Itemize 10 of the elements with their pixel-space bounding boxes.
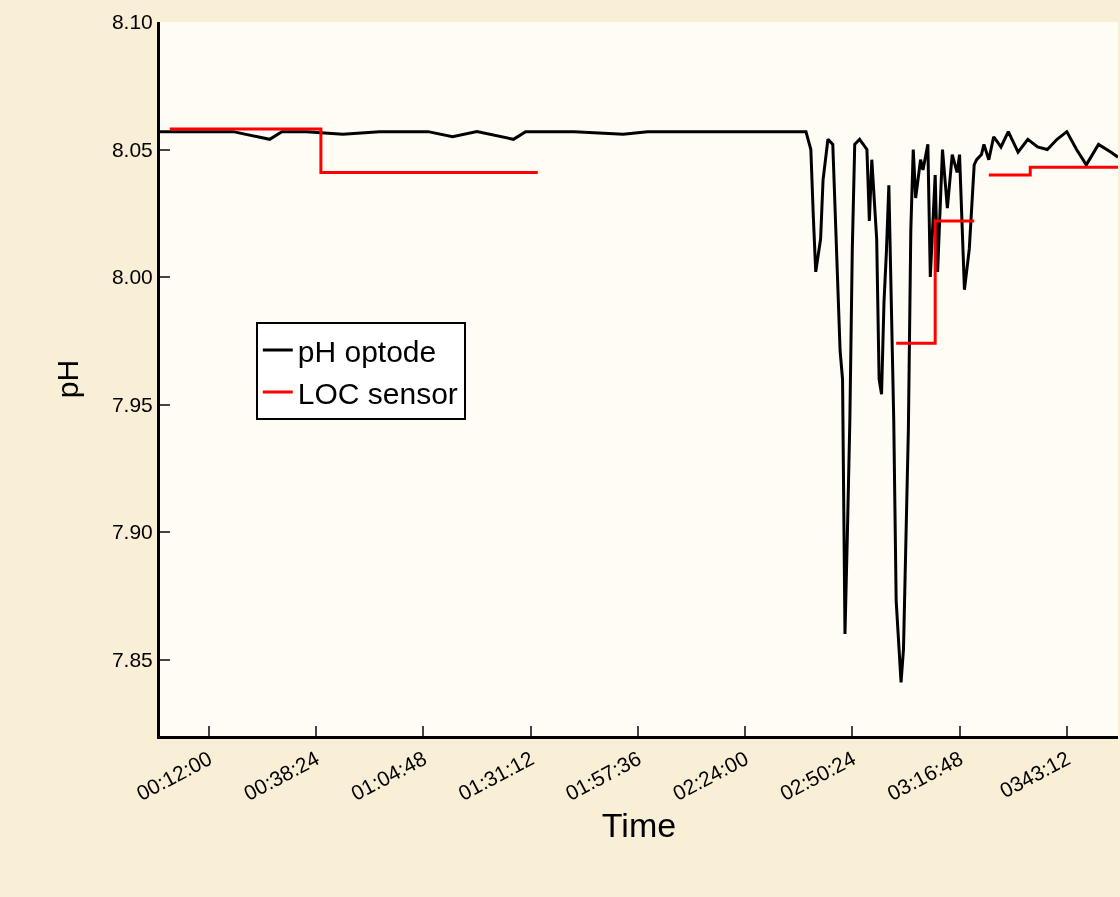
legend-label: pH optode <box>297 334 437 368</box>
y-axis-title: pH <box>50 359 84 399</box>
x-axis-title: Time <box>601 806 677 845</box>
y-tick-label: 8.10 <box>111 10 153 34</box>
y-tick-label: 8.05 <box>111 137 153 161</box>
y-tick-label: 8.00 <box>111 265 153 289</box>
y-tick-label: 7.95 <box>111 392 153 416</box>
y-tick-label: 7.90 <box>111 520 153 544</box>
legend-label: LOC sensor <box>297 376 458 410</box>
y-tick-label: 7.85 <box>111 647 153 671</box>
